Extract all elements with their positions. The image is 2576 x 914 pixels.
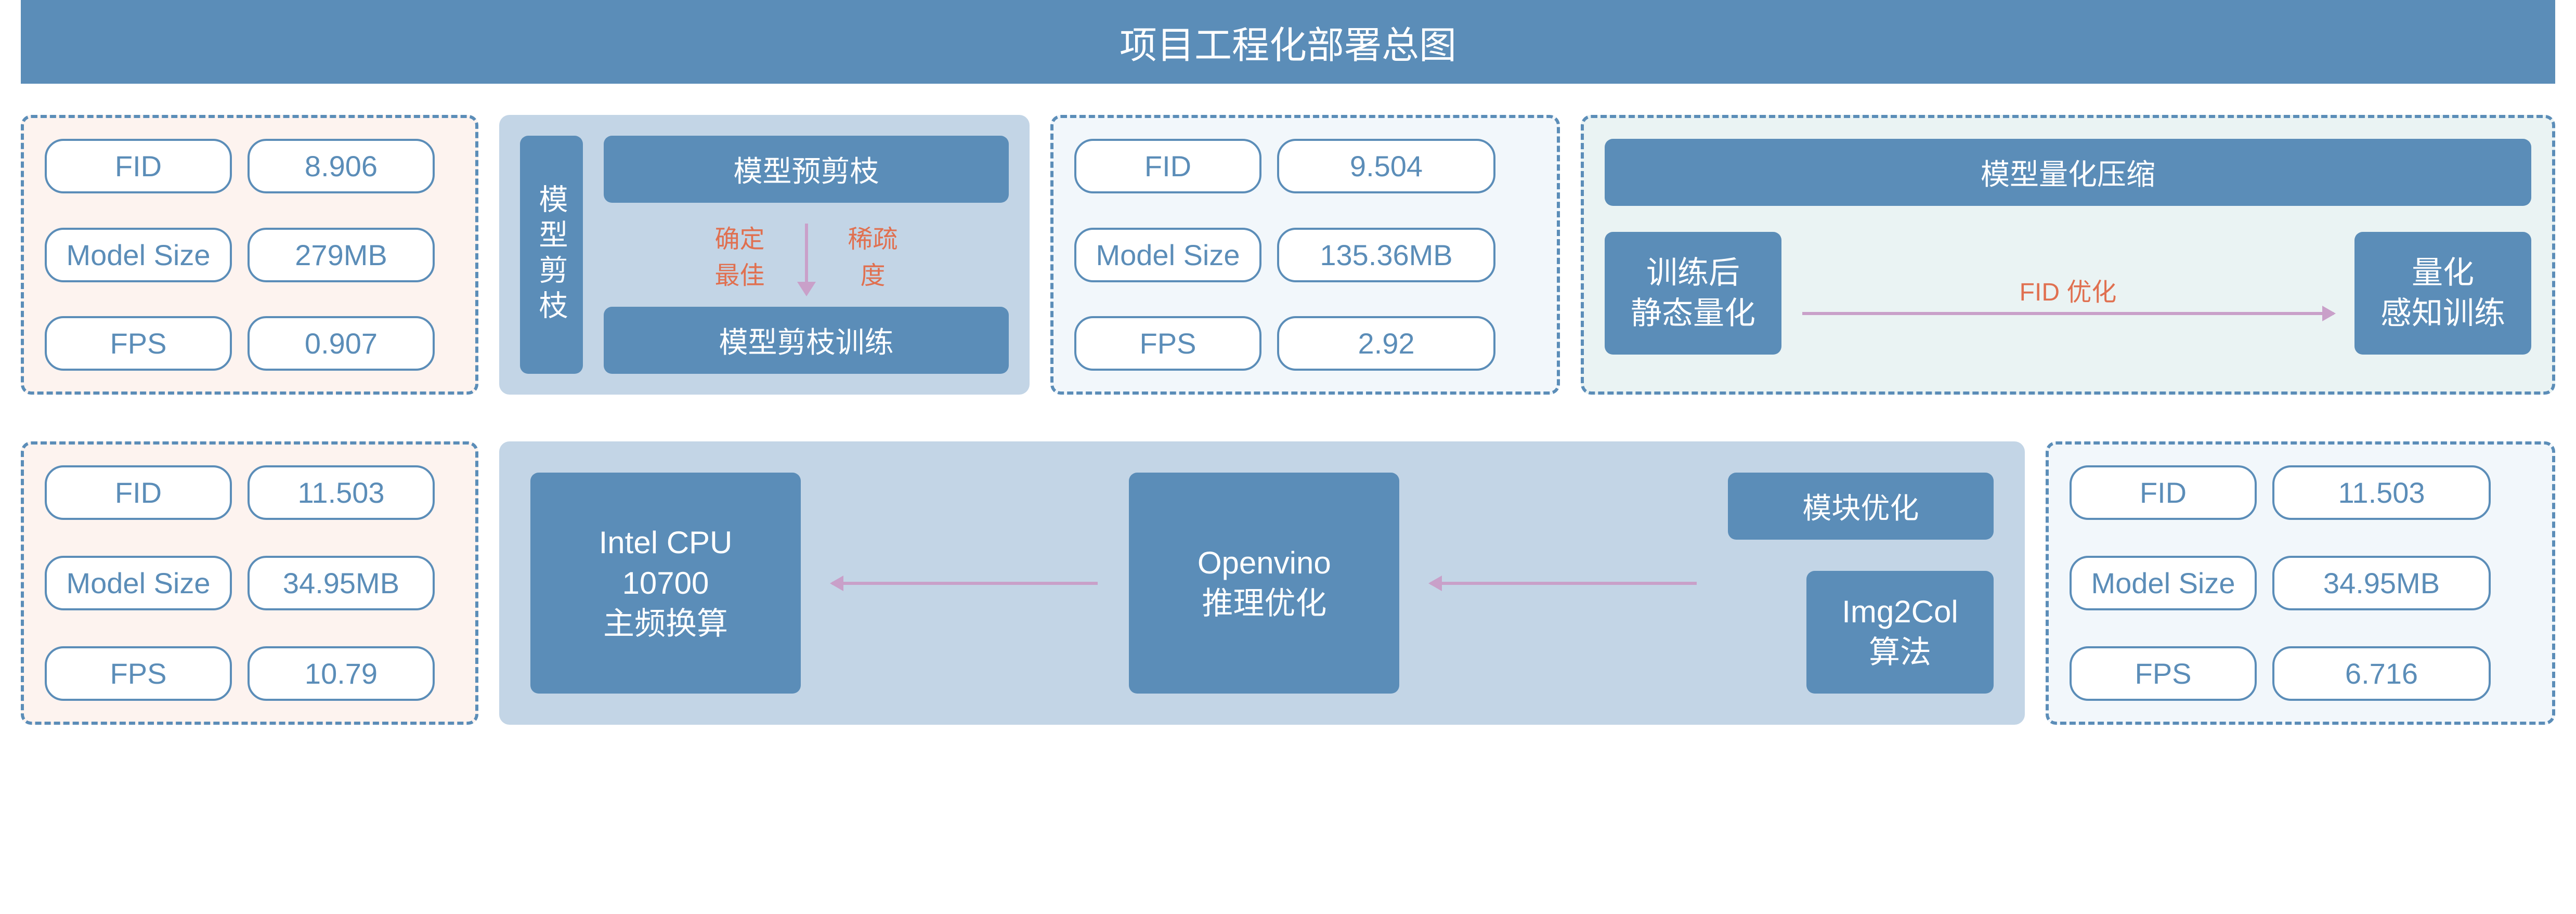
metric-value: 34.95MB [2272,556,2491,610]
metric-row: FID 11.503 [2070,465,2531,520]
block-line: Openvino [1198,543,1331,583]
page-title: 项目工程化部署总图 [21,0,2555,84]
metric-label: Model Size [2070,556,2257,610]
left-arrow-icon [832,582,1098,585]
quantization-panel: 模型量化压缩 训练后 静态量化 FID 优化 量化 感知训练 [1581,115,2555,395]
pruning-annotations: 确定 最佳 稀疏 度 [714,218,897,291]
block-line: 算法 [1869,632,1931,673]
metric-label: FID [45,465,232,520]
arrow-label: FID 优化 [2020,271,2117,308]
static-quant-block: 训练后 静态量化 [1605,232,1781,355]
quant-title: 模型量化压缩 [1605,139,2531,206]
annot-text: 确定 [714,218,764,255]
annot-text: 稀疏 [848,218,898,255]
metric-value: 34.95MB [248,556,435,610]
metric-label: FPS [45,646,232,701]
metric-value: 11.503 [2272,465,2491,520]
block-line: Intel CPU [599,523,733,563]
metric-value: 10.79 [248,646,435,701]
metric-value: 8.906 [248,139,435,193]
metric-row: FPS 0.907 [45,316,454,371]
metric-label: Model Size [45,556,232,610]
metric-value: 279MB [248,228,435,282]
metric-row: Model Size 279MB [45,228,454,282]
metric-value: 2.92 [1277,316,1495,371]
cpu-block: Intel CPU 10700 主频换算 [530,473,801,694]
annot-text: 度 [848,255,898,291]
pruning-side-label: 模型剪枝 [520,136,583,374]
metric-row: Model Size 34.95MB [2070,556,2531,610]
metric-label: FPS [45,316,232,371]
quantization-content: 模型量化压缩 训练后 静态量化 FID 优化 量化 感知训练 [1605,139,2531,355]
metrics-panel-final: FID 11.503 Model Size 34.95MB FPS 10.79 [21,441,478,725]
metric-label: FID [2070,465,2257,520]
block-line: 10700 [622,563,709,604]
block-line: 主频换算 [603,604,728,644]
metric-label: FID [1074,139,1261,193]
metrics-panel-initial: FID 8.906 Model Size 279MB FPS 0.907 [21,115,478,395]
metric-label: FPS [1074,316,1261,371]
left-arrow-icon [1430,582,1696,585]
row-2: FID 11.503 Model Size 34.95MB FPS 10.79 … [21,441,2555,725]
img2col-block: Img2Col 算法 [1806,571,1994,694]
metric-row: FID 11.503 [45,465,454,520]
right-arrow-icon: FID 优化 [1802,271,2334,315]
block-line: 推理优化 [1202,583,1326,624]
metric-row: Model Size 34.95MB [45,556,454,610]
block-line: Img2Col [1842,592,1958,632]
optimization-stack: 模块优化 Img2Col 算法 [1728,473,1994,694]
metric-row: FPS 10.79 [45,646,454,701]
block-line: 静态量化 [1631,293,1755,334]
row-1: FID 8.906 Model Size 279MB FPS 0.907 模型剪… [21,115,2555,395]
metric-row: FID 9.504 [1074,139,1536,193]
pre-pruning-block: 模型预剪枝 [604,136,1009,203]
metric-row: FPS 2.92 [1074,316,1536,371]
metric-row: Model Size 135.36MB [1074,228,1536,282]
block-line: 感知训练 [2380,293,2505,334]
qat-block: 量化 感知训练 [2354,232,2531,355]
down-arrow-icon [796,224,817,286]
block-line: 训练后 [1646,253,1740,293]
metric-row: FID 8.906 [45,139,454,193]
metric-label: Model Size [1074,228,1261,282]
block-line: 量化 [2412,253,2474,293]
metric-row: FPS 6.716 [2070,646,2531,701]
metric-value: 9.504 [1277,139,1495,193]
pruning-process: 模型剪枝 模型预剪枝 确定 最佳 稀疏 度 模型剪枝训练 [499,115,1030,395]
metric-value: 6.716 [2272,646,2491,701]
annot-text: 最佳 [714,255,764,291]
pruning-steps: 模型预剪枝 确定 最佳 稀疏 度 模型剪枝训练 [604,136,1009,374]
module-opt-block: 模块优化 [1728,473,1994,540]
inference-pipeline: Intel CPU 10700 主频换算 Openvino 推理优化 模块优化 … [499,441,2025,725]
metric-value: 11.503 [248,465,435,520]
metric-value: 135.36MB [1277,228,1495,282]
metric-value: 0.907 [248,316,435,371]
metrics-panel-after-pruning: FID 9.504 Model Size 135.36MB FPS 2.92 [1050,115,1560,395]
openvino-block: Openvino 推理优化 [1129,473,1399,694]
metric-label: FPS [2070,646,2257,701]
quant-flow: 训练后 静态量化 FID 优化 量化 感知训练 [1605,232,2531,355]
metrics-panel-after-quant: FID 11.503 Model Size 34.95MB FPS 6.716 [2046,441,2555,725]
diagram-rows: FID 8.906 Model Size 279MB FPS 0.907 模型剪… [0,115,2576,725]
metric-label: FID [45,139,232,193]
pruning-train-block: 模型剪枝训练 [604,307,1009,374]
metric-label: Model Size [45,228,232,282]
